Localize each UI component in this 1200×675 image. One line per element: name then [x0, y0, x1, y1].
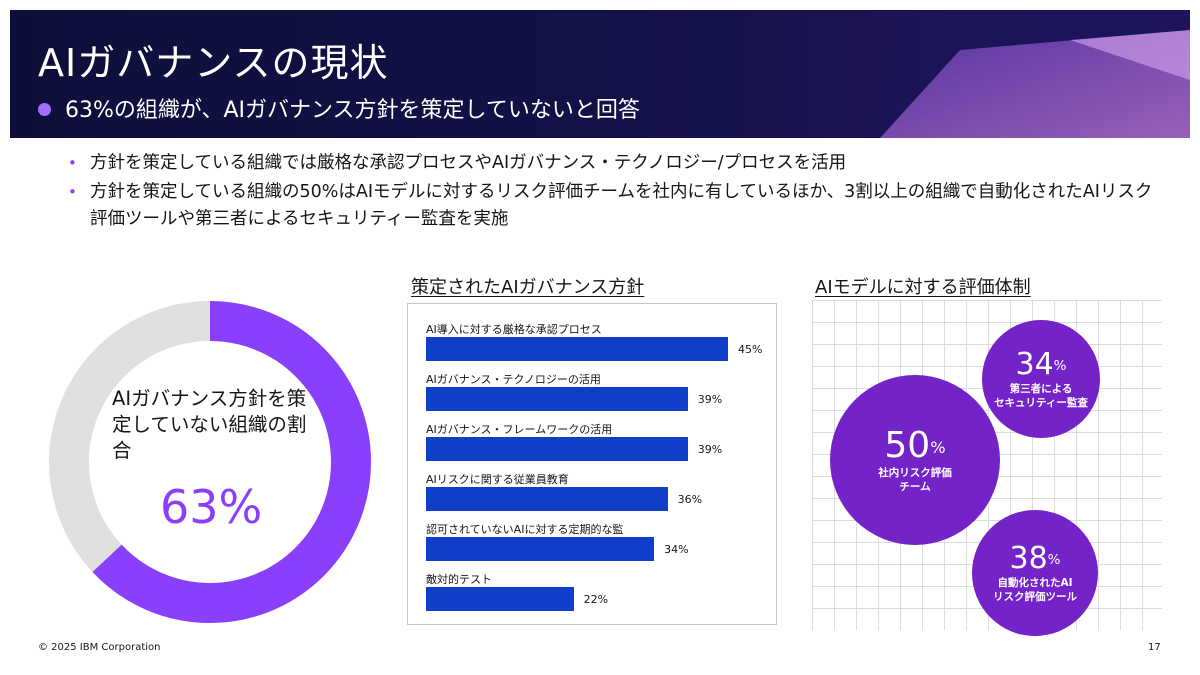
- bar: [426, 337, 728, 361]
- bar-category-label: AI導入に対する厳格な承認プロセス: [426, 323, 602, 336]
- bar-category-label: 認可されていないAIに対する定期的な監: [426, 523, 624, 536]
- page-title: AIガバナンスの現状: [38, 41, 389, 85]
- subtitle-text: 63%の組織が、AIガバナンス方針を策定していないと回答: [65, 98, 640, 123]
- bubble-label: リスク評価ツール: [993, 591, 1077, 603]
- page-subtitle: 63%の組織が、AIガバナンス方針を策定していないと回答: [38, 92, 640, 124]
- bullet-dot-icon: [38, 102, 51, 116]
- page-number: 17: [1148, 642, 1161, 653]
- bar-value-label: 22%: [583, 593, 609, 606]
- bullet-text: 方針を策定している組織では厳格な承認プロセスやAIガバナンス・テクノロジー/プロ…: [90, 153, 847, 173]
- bullet-icon: •: [68, 183, 77, 201]
- bar: [426, 487, 668, 511]
- bubble-label: セキュリティー監査: [994, 397, 1088, 409]
- bar: [426, 437, 688, 461]
- bar-chart-title: 策定されたAIガバナンス方針: [411, 277, 645, 298]
- bar-category-label: AIガバナンス・フレームワークの活用: [426, 423, 613, 436]
- donut-value: 63%: [160, 480, 263, 534]
- bar-category-label: 敵対的テスト: [426, 573, 492, 586]
- bar-category-label: AIリスクに関する従業員教育: [426, 473, 569, 486]
- bar: [426, 537, 655, 561]
- bar-value-label: 34%: [664, 543, 689, 556]
- donut-label: AIガバナンス方針を策定していない組織の割合: [112, 387, 307, 462]
- bullet-item: • 方針を策定している組織の50%はAIモデルに対するリスク評価チームを社内に有…: [68, 179, 1158, 233]
- bullet-icon: •: [68, 154, 77, 172]
- donut-filled-arc: [49, 301, 371, 623]
- bubble: 50% 社内リスク評価 チーム: [830, 375, 1000, 545]
- bar-chart-panel: AI導入に対する厳格な承認プロセス 45% AIガバナンス・テクノロジーの活用 39%…: [407, 303, 777, 625]
- bar: [426, 587, 574, 611]
- bubble-label: 社内リスク評価: [878, 467, 952, 479]
- bubble-value: 34%: [1015, 347, 1067, 382]
- bullet-text: 方針を策定している組織の50%はAIモデルに対するリスク評価チームを社内に有して…: [90, 182, 1153, 229]
- eval-chart-title: AIモデルに対する評価体制: [815, 277, 1031, 298]
- header-banner: AIガバナンスの現状 63%の組織が、AIガバナンス方針を策定していないと回答: [10, 10, 1190, 138]
- bar-value-label: 36%: [677, 493, 703, 506]
- bar-value-label: 45%: [738, 343, 763, 356]
- bullet-list: • 方針を策定している組織では厳格な承認プロセスやAIガバナンス・テクノロジー/…: [68, 150, 1158, 235]
- donut-chart: [48, 300, 372, 624]
- bubble: 38% 自動化されたAI リスク評価ツール: [972, 510, 1098, 636]
- bar-value-label: 39%: [697, 443, 723, 456]
- bubble-label: 自動化されたAI: [997, 577, 1073, 589]
- bullet-item: • 方針を策定している組織では厳格な承認プロセスやAIガバナンス・テクノロジー/…: [68, 150, 1158, 177]
- bubble-value: 50%: [884, 425, 946, 466]
- bar-category-label: AIガバナンス・テクノロジーの活用: [426, 373, 601, 386]
- bubble-label: チーム: [899, 481, 931, 493]
- bubble-chart-panel: 50% 社内リスク評価 チーム 34% 第三者による セキュリティー監査 38% 自動化された…: [812, 300, 1162, 636]
- bubble-value: 38%: [1009, 541, 1061, 576]
- bar: [426, 387, 688, 411]
- bar-value-label: 39%: [697, 393, 723, 406]
- bubble: 34% 第三者によるセキュリティー監査: [982, 320, 1100, 438]
- copyright: © 2025 IBM Corporation: [38, 642, 161, 653]
- bubble-label: 第三者による: [1009, 383, 1073, 395]
- donut-svg: [49, 301, 371, 623]
- header-background: [10, 10, 1190, 138]
